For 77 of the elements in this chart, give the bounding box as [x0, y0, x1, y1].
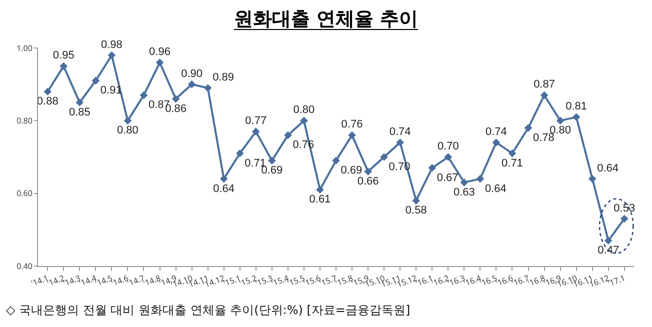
text: 0.98: [100, 38, 122, 51]
point: [492, 138, 500, 146]
point: [524, 124, 532, 132]
text: 0.66: [357, 176, 379, 188]
y-tick-label: 0.80: [16, 115, 33, 126]
x-tick-label: '14.8: [142, 272, 163, 290]
text: 0.74: [486, 126, 507, 138]
point: [460, 178, 468, 186]
text: 0.74: [389, 126, 411, 138]
point: [620, 214, 628, 223]
point: [60, 62, 68, 70]
text: 0.88: [36, 96, 58, 108]
text: 0.81: [566, 100, 588, 113]
point: [380, 153, 388, 161]
point: [252, 128, 260, 136]
x-tick-label: '15.8: [334, 272, 355, 290]
point: [44, 88, 52, 96]
y-tick-label: 0.60: [16, 188, 33, 200]
point: [540, 91, 548, 100]
point: [140, 91, 148, 100]
point: [508, 149, 516, 158]
text: 0.78: [533, 132, 554, 144]
text: 0.64: [597, 162, 619, 174]
point: [220, 174, 228, 183]
point: [92, 76, 100, 85]
point: [300, 116, 308, 125]
point: [172, 94, 180, 103]
point: [348, 131, 356, 140]
text: 0.80: [117, 124, 138, 137]
x-tick-label: '17.1: [606, 272, 627, 290]
text: 0.61: [309, 194, 331, 206]
chart-title: 원화대출 연체율 추이: [234, 8, 418, 30]
text: 0.85: [68, 106, 90, 118]
point: [572, 113, 580, 121]
point: [364, 168, 372, 176]
point: [444, 153, 452, 161]
point: [396, 138, 404, 146]
point: [76, 98, 84, 106]
text: 0.87: [534, 78, 555, 91]
text: 0.89: [212, 71, 234, 84]
text: 0.95: [52, 50, 74, 62]
text: 0.67: [436, 172, 458, 184]
point: [332, 156, 340, 165]
y-tick-label: 0.40: [16, 260, 33, 272]
point: [412, 196, 420, 204]
text: 0.58: [405, 204, 427, 217]
text: ◇ 국내은행의 전월 대비 원화대출 연체율 추이(단위:%) [자료=금융감독원]: [6, 302, 410, 319]
text: 0.47: [598, 244, 620, 257]
point: [428, 164, 436, 172]
text: 0.64: [213, 182, 235, 195]
text: 0.80: [293, 104, 315, 116]
point: [124, 116, 132, 125]
text: 0.64: [484, 182, 506, 195]
point: [604, 236, 612, 244]
text: 0.63: [453, 186, 475, 198]
point: [268, 156, 276, 165]
point: [188, 80, 196, 88]
text: 0.71: [502, 157, 523, 170]
point: [476, 174, 484, 183]
text: 0.96: [149, 46, 170, 58]
y-tick-label: 1.00: [16, 42, 33, 54]
point: [556, 116, 564, 125]
point: [204, 84, 212, 92]
text: 0.77: [245, 115, 267, 128]
text: 0.69: [340, 164, 362, 177]
point: [156, 58, 164, 66]
text: 0.70: [437, 140, 459, 152]
point: [588, 174, 596, 183]
text: 0.76: [341, 118, 363, 131]
point: [236, 149, 244, 158]
point: [284, 131, 292, 140]
text: 0.69: [261, 164, 283, 177]
text: 0.53: [614, 202, 636, 214]
text: 0.90: [181, 68, 203, 80]
point: [108, 51, 116, 60]
x-tick-label: '16.8: [526, 272, 548, 290]
point: [316, 186, 324, 194]
